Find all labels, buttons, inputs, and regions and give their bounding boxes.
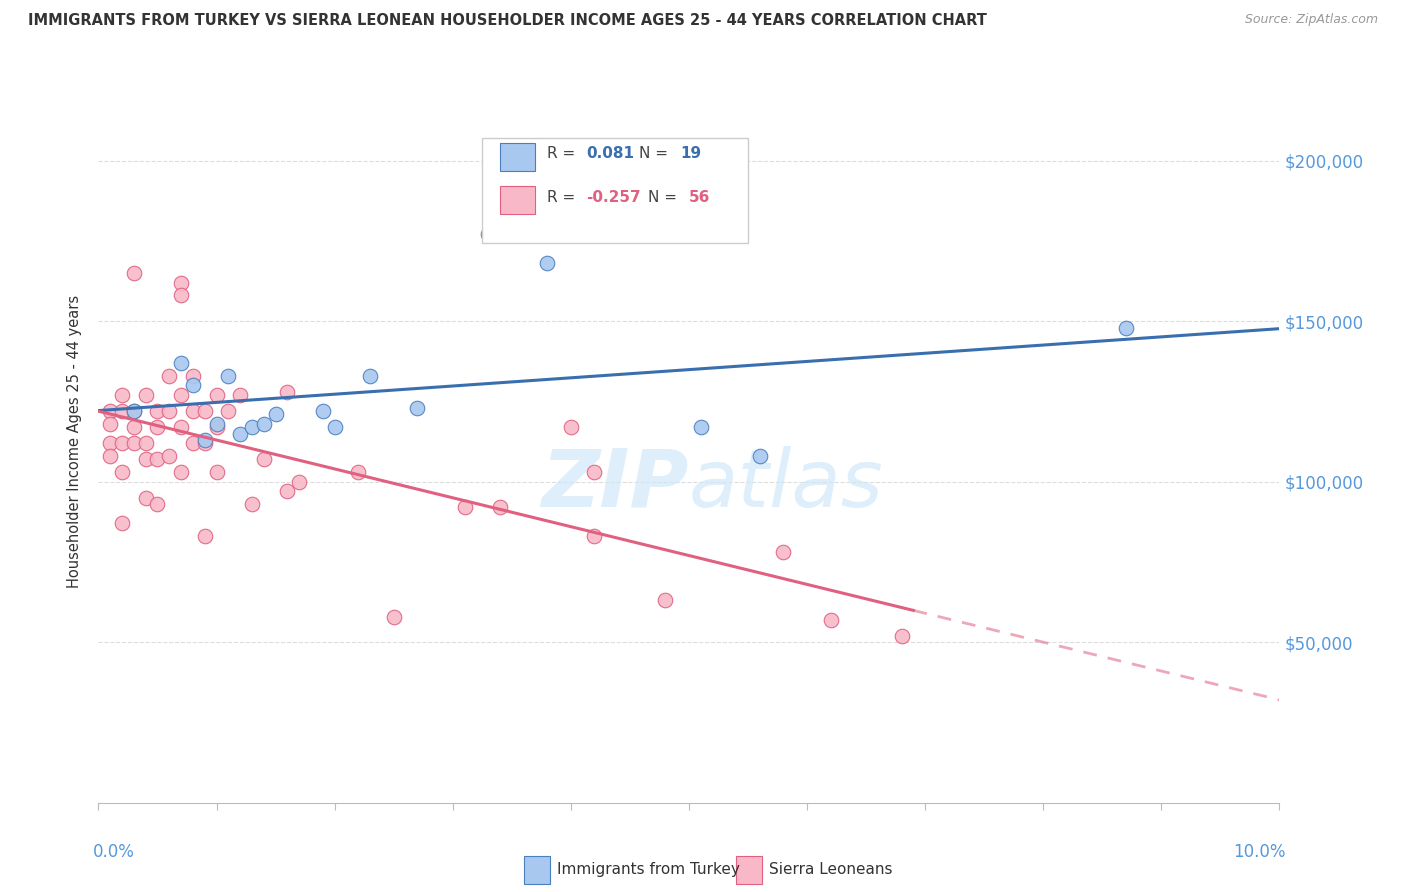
- Point: [323, 420, 346, 434]
- Point: [181, 378, 204, 392]
- Point: [536, 256, 558, 270]
- Point: [170, 356, 193, 370]
- Point: [135, 436, 157, 450]
- Point: [170, 388, 193, 402]
- Point: [146, 404, 169, 418]
- Text: ZIP: ZIP: [541, 446, 689, 524]
- Text: Immigrants from Turkey: Immigrants from Turkey: [557, 863, 740, 878]
- Text: IMMIGRANTS FROM TURKEY VS SIERRA LEONEAN HOUSEHOLDER INCOME AGES 25 - 44 YEARS C: IMMIGRANTS FROM TURKEY VS SIERRA LEONEAN…: [28, 13, 987, 29]
- FancyBboxPatch shape: [523, 855, 550, 885]
- Point: [489, 500, 512, 515]
- Point: [111, 465, 134, 479]
- FancyBboxPatch shape: [482, 138, 748, 243]
- Point: [122, 420, 145, 434]
- Point: [146, 497, 169, 511]
- Point: [477, 227, 499, 242]
- Point: [157, 449, 180, 463]
- Point: [122, 436, 145, 450]
- Point: [583, 529, 606, 543]
- Point: [111, 404, 134, 418]
- Point: [111, 516, 134, 531]
- Point: [194, 529, 217, 543]
- Point: [382, 609, 405, 624]
- Point: [194, 433, 217, 447]
- Point: [111, 388, 134, 402]
- Text: 10.0%: 10.0%: [1233, 843, 1285, 861]
- Point: [347, 465, 370, 479]
- Point: [820, 613, 842, 627]
- Point: [194, 404, 217, 418]
- Point: [181, 404, 204, 418]
- Point: [181, 436, 204, 450]
- Point: [276, 384, 298, 399]
- Point: [240, 420, 263, 434]
- Point: [772, 545, 794, 559]
- Point: [359, 368, 381, 383]
- Point: [194, 436, 217, 450]
- Point: [229, 388, 252, 402]
- Point: [146, 420, 169, 434]
- Point: [654, 593, 676, 607]
- Point: [205, 417, 228, 431]
- Text: 0.081: 0.081: [586, 146, 634, 161]
- Point: [205, 420, 228, 434]
- Point: [217, 368, 239, 383]
- Point: [217, 404, 239, 418]
- Text: R =: R =: [547, 146, 581, 161]
- Text: 0.0%: 0.0%: [93, 843, 135, 861]
- Point: [583, 465, 606, 479]
- Point: [122, 404, 145, 418]
- Point: [135, 491, 157, 505]
- Point: [240, 497, 263, 511]
- Point: [157, 368, 180, 383]
- Point: [170, 288, 193, 302]
- Point: [312, 404, 335, 418]
- Point: [229, 426, 252, 441]
- Point: [111, 436, 134, 450]
- Text: -0.257: -0.257: [586, 190, 641, 205]
- Text: Source: ZipAtlas.com: Source: ZipAtlas.com: [1244, 13, 1378, 27]
- Point: [98, 417, 121, 431]
- Text: 19: 19: [681, 146, 702, 161]
- Text: Sierra Leoneans: Sierra Leoneans: [769, 863, 893, 878]
- Point: [157, 404, 180, 418]
- Point: [748, 449, 770, 463]
- Text: atlas: atlas: [689, 446, 884, 524]
- FancyBboxPatch shape: [501, 186, 536, 214]
- Point: [560, 420, 582, 434]
- Point: [253, 417, 276, 431]
- Point: [253, 452, 276, 467]
- Point: [135, 388, 157, 402]
- Point: [170, 276, 193, 290]
- Point: [205, 465, 228, 479]
- Point: [264, 407, 287, 421]
- Point: [288, 475, 311, 489]
- Point: [135, 452, 157, 467]
- Point: [170, 420, 193, 434]
- Y-axis label: Householder Income Ages 25 - 44 years: Householder Income Ages 25 - 44 years: [67, 295, 83, 588]
- Text: N =: N =: [640, 146, 673, 161]
- FancyBboxPatch shape: [501, 143, 536, 170]
- Point: [890, 629, 912, 643]
- Text: N =: N =: [648, 190, 682, 205]
- Point: [453, 500, 475, 515]
- Point: [122, 404, 145, 418]
- Point: [276, 484, 298, 499]
- Point: [689, 420, 711, 434]
- Text: 56: 56: [689, 190, 710, 205]
- Point: [1115, 320, 1137, 334]
- Point: [205, 388, 228, 402]
- Text: R =: R =: [547, 190, 581, 205]
- Point: [98, 436, 121, 450]
- Point: [170, 465, 193, 479]
- Point: [98, 404, 121, 418]
- Point: [98, 449, 121, 463]
- FancyBboxPatch shape: [737, 855, 762, 885]
- Point: [406, 401, 429, 415]
- Point: [181, 368, 204, 383]
- Point: [122, 266, 145, 280]
- Point: [146, 452, 169, 467]
